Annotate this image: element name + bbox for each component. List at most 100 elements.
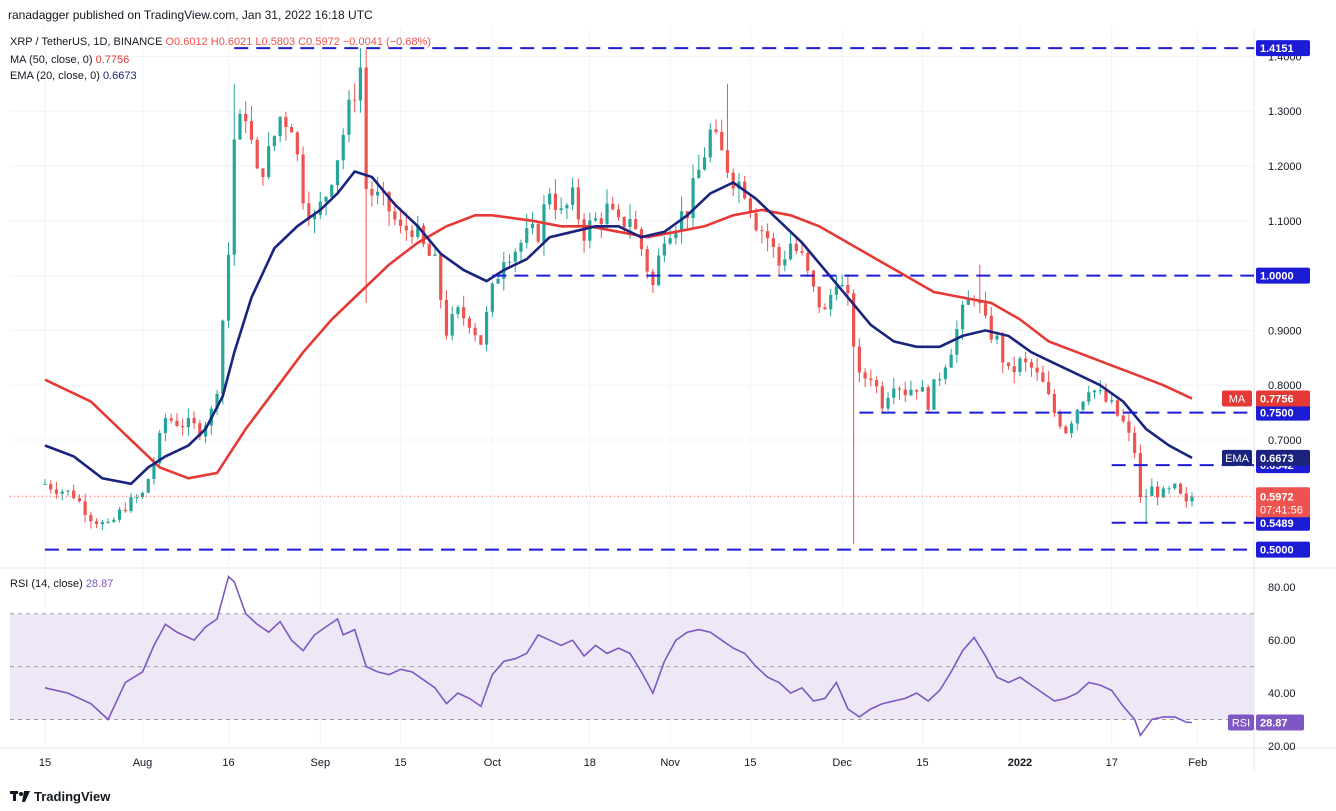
candle-body — [83, 501, 87, 516]
candle-body — [54, 489, 59, 494]
candle-body — [353, 99, 357, 101]
candle-body — [874, 380, 879, 387]
candle-body — [43, 483, 47, 485]
candle-body — [1087, 392, 1091, 402]
candle-body — [467, 318, 471, 328]
candle-body — [989, 315, 993, 340]
candle-body — [232, 139, 236, 255]
candle-body — [748, 198, 753, 214]
level-tag — [1256, 514, 1310, 531]
candle-body — [66, 490, 70, 492]
candle-body — [869, 378, 873, 381]
candle-body — [1184, 493, 1188, 502]
candle-body — [938, 379, 942, 381]
candle-body — [720, 131, 724, 151]
ma-value: 0.7756 — [95, 54, 130, 66]
candle-body — [806, 252, 810, 271]
candle-body — [1064, 426, 1068, 434]
candle-body — [846, 285, 850, 294]
candle-body — [1081, 401, 1085, 410]
candle-body — [364, 67, 368, 189]
candle-body — [261, 168, 265, 178]
price-tick-label: 0.7000 — [1268, 435, 1302, 447]
candle-body — [398, 219, 403, 226]
indicator-name-label: MA — [1229, 394, 1246, 406]
rsi-value-tag — [1256, 714, 1304, 731]
candle-body — [530, 224, 535, 229]
candle-body — [324, 196, 328, 202]
candle-body — [203, 425, 208, 437]
candle-body — [1069, 423, 1074, 434]
candle-body — [473, 327, 477, 336]
candle-body — [949, 354, 953, 368]
candle-body — [760, 230, 764, 232]
level-tag — [1256, 404, 1310, 421]
ema-20-line — [44, 169, 1193, 486]
rsi-tick-label: 80.00 — [1268, 582, 1296, 594]
candle-body — [961, 304, 965, 330]
time-tick-label: 2022 — [1008, 757, 1032, 769]
header-bar: ranadagger published on TradingView.com,… — [0, 0, 1336, 30]
candle-body — [1127, 421, 1131, 433]
candle-body — [255, 139, 259, 169]
candle-body — [1104, 390, 1108, 402]
candle-body — [1138, 453, 1142, 497]
candle-body — [1155, 486, 1160, 498]
candle-body — [513, 251, 517, 262]
candle-body — [731, 172, 735, 189]
candle-body — [834, 286, 839, 295]
candle-body — [903, 389, 907, 396]
candle-body — [307, 203, 311, 220]
candle-body — [668, 238, 672, 244]
candle-body — [1110, 400, 1114, 402]
candle-body — [77, 498, 82, 502]
candle-body — [1173, 483, 1177, 489]
candle-body — [1133, 432, 1137, 454]
candle-body — [186, 417, 190, 428]
candle-body — [892, 388, 896, 398]
candle-body — [410, 230, 414, 238]
indicator-price-tag — [1256, 390, 1310, 407]
candle-body — [89, 515, 93, 522]
candle-body — [576, 187, 580, 220]
candle-body — [404, 225, 408, 231]
rsi-name-tag — [1228, 714, 1254, 731]
time-tick-label: 18 — [584, 757, 596, 769]
candle-body — [897, 388, 902, 390]
candle-body — [788, 243, 793, 260]
candle-body — [444, 299, 449, 336]
candle-body — [456, 307, 460, 315]
price-tick-label: 1.1000 — [1268, 216, 1302, 228]
candle-body — [616, 209, 621, 218]
candle-body — [943, 367, 947, 380]
candle-body — [376, 191, 380, 196]
rsi-legend: RSI (14, close) 28.87 — [10, 578, 113, 590]
candle-body — [674, 230, 678, 239]
candle-body — [932, 379, 936, 410]
ma-label: MA (50, close, 0) — [10, 54, 93, 66]
candle-body — [634, 219, 638, 230]
rsi-label: RSI (14, close) — [10, 578, 83, 590]
candle-body — [1029, 362, 1034, 368]
candle-body — [794, 243, 798, 252]
level-tag-label: 1.4151 — [1260, 43, 1294, 55]
candle-body — [1167, 488, 1171, 490]
candle-body — [565, 205, 569, 209]
candle-body — [192, 417, 196, 424]
candle-body — [238, 113, 242, 140]
candle-body — [766, 231, 770, 239]
candle-body — [1018, 358, 1022, 373]
candle-body — [507, 261, 512, 263]
candle-body — [370, 188, 374, 196]
candle-body — [335, 160, 340, 186]
candle-body — [817, 286, 821, 308]
candle-body — [393, 211, 397, 220]
candle-body — [571, 187, 575, 206]
candle-body — [181, 425, 185, 428]
candle-body — [1075, 409, 1079, 424]
rsi-band — [10, 613, 1254, 720]
candle-body — [347, 99, 351, 135]
candle-body — [427, 244, 431, 256]
candle-body — [1092, 390, 1097, 393]
